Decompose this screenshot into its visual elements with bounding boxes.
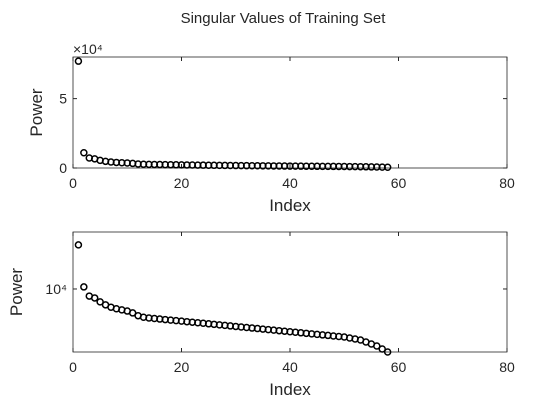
marker <box>80 148 88 157</box>
y-axis-label: Power <box>27 88 46 137</box>
x-tick-label: 80 <box>499 359 515 375</box>
marker <box>74 57 83 65</box>
x-tick-label: 60 <box>391 175 407 191</box>
x-tick-label: 0 <box>69 175 77 191</box>
marker <box>74 241 83 249</box>
chart-title: Singular Values of Training Set <box>181 10 387 27</box>
marker <box>90 294 99 302</box>
x-tick-label: 60 <box>391 359 407 375</box>
y-axis-label: Power <box>7 268 26 317</box>
marker <box>80 283 88 291</box>
x-tick-label: 20 <box>174 175 190 191</box>
x-tick-label: 20 <box>174 359 190 375</box>
y-tick-label: 5 <box>59 91 67 107</box>
x-tick-label: 0 <box>69 359 77 375</box>
x-tick-label: 80 <box>499 175 515 191</box>
marker <box>96 298 104 306</box>
x-axis-label: Index <box>269 380 311 399</box>
x-tick-label: 40 <box>282 359 298 375</box>
marker <box>373 342 381 350</box>
marker <box>383 163 392 172</box>
x-axis-label: Index <box>269 196 311 215</box>
y-tick-label: 0 <box>59 160 67 176</box>
marker <box>383 348 392 356</box>
y-tick-label: 10⁴ <box>45 281 67 297</box>
marker <box>378 345 386 353</box>
y-exponent-label: ×10⁴ <box>73 41 103 57</box>
x-tick-label: 40 <box>282 175 298 191</box>
